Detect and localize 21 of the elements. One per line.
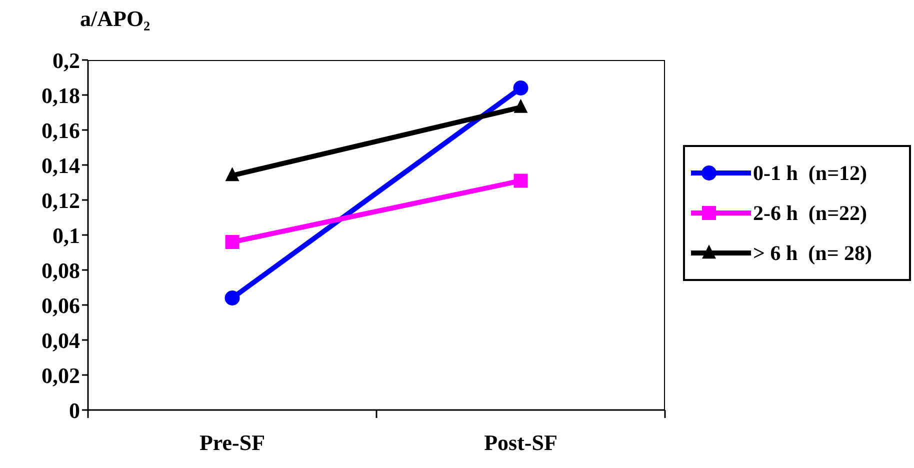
y-tick-label: 0,04	[42, 328, 80, 353]
y-tick-label: 0,14	[42, 152, 80, 178]
y-tick-label: 0,16	[42, 118, 80, 143]
legend-label: 0-1 h (n=12)	[753, 160, 868, 186]
y-tick-label: 0,08	[42, 258, 80, 283]
point	[225, 235, 240, 249]
y-tick-label: 0,02	[42, 362, 80, 388]
point	[224, 290, 240, 306]
y-tick-label: 0,12	[42, 188, 80, 213]
legend-label: 2-6 h (n=22)	[753, 200, 868, 226]
point	[513, 80, 528, 96]
x-tick-label: Pre-SF	[199, 430, 266, 455]
y-tick-label: 0,18	[42, 82, 80, 108]
y-tick-label: 0,06	[42, 292, 80, 318]
x-tick-label: Post-SF	[484, 430, 558, 455]
y-tick-label: 0,2	[52, 48, 80, 73]
y-tick-label: 0	[69, 398, 80, 423]
point	[514, 174, 528, 188]
y-tick-label: 0,1	[52, 222, 80, 248]
y-axis-title: a/APO₂	[80, 6, 150, 32]
legend-label: > 6 h (n= 28)	[753, 240, 872, 266]
